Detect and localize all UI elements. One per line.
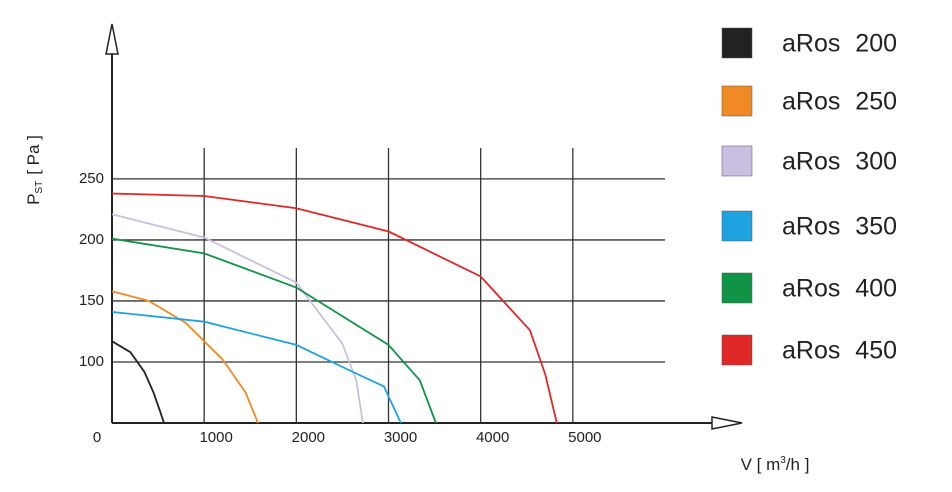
legend-swatch — [721, 27, 753, 59]
curve — [111, 237, 437, 424]
x-tick-label: 5000 — [568, 429, 601, 446]
x-tick-label: 0 — [93, 429, 101, 446]
x-axis-label: V [ m3/h ] — [741, 455, 810, 475]
legend-label: aRos 350 — [782, 213, 897, 241]
curve — [111, 192, 558, 424]
x-axis-arrow — [711, 416, 743, 430]
x-tick-label: 3000 — [384, 429, 417, 446]
curve — [111, 213, 364, 424]
legend-label: aRos 300 — [782, 148, 897, 176]
curve — [111, 311, 402, 424]
y-tick-label: 150 — [79, 292, 104, 309]
x-tick-label: 4000 — [476, 429, 509, 446]
legend-swatch — [721, 85, 753, 117]
y-tick-label: 250 — [79, 170, 104, 187]
y-label-main: P — [24, 194, 43, 205]
y-axis-label: PST [ Pa ] — [24, 135, 44, 205]
x-label-sup: 3 — [780, 455, 786, 466]
legend-swatch — [721, 145, 753, 177]
y-label-sub: ST — [34, 181, 45, 194]
legend-label: aRos 400 — [782, 275, 897, 303]
legend-swatch — [721, 210, 753, 242]
y-label-unit: [ Pa ] — [24, 135, 43, 175]
legend-label: aRos 450 — [782, 337, 897, 365]
legend-swatch — [721, 272, 753, 304]
x-label-unit: /h ] — [786, 455, 810, 474]
legend-label: aRos 200 — [782, 30, 897, 58]
y-axis-arrow — [105, 23, 119, 55]
legend-label: aRos 250 — [782, 88, 897, 116]
legend-swatch — [721, 334, 753, 366]
x-tick-label: 1000 — [199, 429, 232, 446]
y-tick-label: 100 — [79, 353, 104, 370]
curve — [111, 290, 259, 424]
y-tick-label: 200 — [79, 231, 104, 248]
x-label-main: V [ m — [741, 455, 781, 474]
curve — [111, 340, 165, 424]
x-tick-label: 2000 — [292, 429, 325, 446]
